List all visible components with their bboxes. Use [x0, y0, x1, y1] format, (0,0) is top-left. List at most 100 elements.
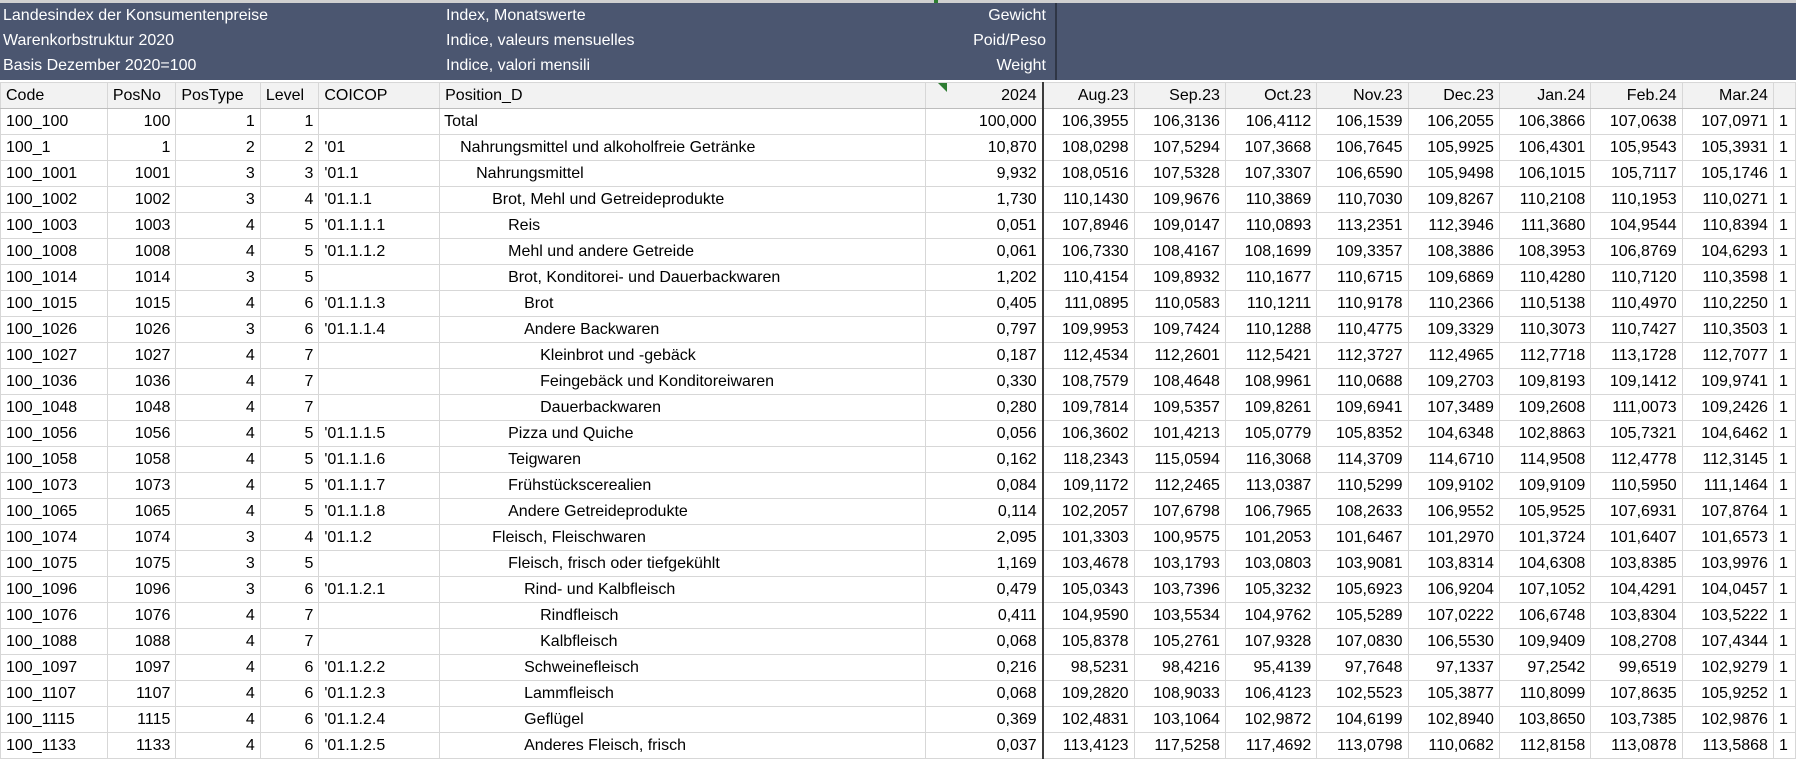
cell-postype[interactable]: 4: [175, 706, 261, 733]
cell-index-value[interactable]: 104,6348: [1407, 420, 1500, 447]
cell-posno[interactable]: 1002: [106, 186, 177, 213]
cell-index-value[interactable]: 108,3953: [1498, 238, 1592, 265]
cell-index-value[interactable]: 111,0895: [1042, 290, 1135, 317]
cell-index-value[interactable]: 108,9033: [1133, 680, 1226, 707]
cell-index-value[interactable]: 113,0387: [1224, 472, 1318, 499]
cell-postype[interactable]: 4: [175, 472, 261, 499]
cell-weight[interactable]: 0,061: [925, 238, 1044, 265]
cell-code[interactable]: 100_1074: [0, 524, 108, 551]
cell-index-value[interactable]: 110,4154: [1042, 264, 1135, 291]
cell-weight[interactable]: 0,280: [925, 394, 1044, 421]
cell-level[interactable]: 7: [259, 394, 320, 421]
cell-index-value[interactable]: 110,4280: [1498, 264, 1592, 291]
cell-posno[interactable]: 1003: [106, 212, 177, 239]
cell-position[interactable]: Rind- und Kalbfleisch: [439, 576, 927, 603]
cell-index-value[interactable]: 109,3329: [1407, 316, 1500, 343]
cell-index-value[interactable]: 106,1539: [1316, 108, 1409, 135]
cell-coicop[interactable]: '01.1.2.3: [318, 680, 441, 707]
cell-coicop[interactable]: '01.1.2.5: [318, 732, 441, 759]
cell-position[interactable]: Kalbfleisch: [439, 628, 927, 655]
cell-position[interactable]: Lammfleisch: [439, 680, 927, 707]
cell-coicop[interactable]: '01.1.1.3: [318, 290, 441, 317]
cell-postype[interactable]: 4: [175, 420, 261, 447]
cell-position[interactable]: Brot: [439, 290, 927, 317]
cell-level[interactable]: 5: [259, 238, 320, 265]
cell-index-value[interactable]: 102,5523: [1316, 680, 1409, 707]
cell-position[interactable]: Total: [439, 108, 927, 135]
weight-label-de[interactable]: Gewicht: [988, 7, 1046, 24]
cell-index-value[interactable]: 113,4123: [1042, 732, 1135, 759]
cell-position[interactable]: Reis: [439, 212, 927, 239]
cell-overflow[interactable]: 1: [1772, 732, 1796, 759]
cell-index-value[interactable]: 110,6715: [1316, 264, 1409, 291]
cell-code[interactable]: 100_1027: [0, 342, 108, 369]
weight-label-fr[interactable]: Poid/Peso: [973, 32, 1046, 49]
cell-index-value[interactable]: 109,2426: [1681, 394, 1774, 421]
cell-index-value[interactable]: 102,4831: [1042, 706, 1135, 733]
cell-code[interactable]: 100_1096: [0, 576, 108, 603]
cell-weight[interactable]: 0,068: [925, 680, 1044, 707]
cell-coicop[interactable]: '01.1.1.1: [318, 212, 441, 239]
cell-level[interactable]: 6: [259, 680, 320, 707]
cell-postype[interactable]: 4: [175, 628, 261, 655]
cell-index-value[interactable]: 107,3668: [1224, 134, 1318, 161]
header-coicop[interactable]: COICOP: [318, 82, 441, 109]
cell-overflow[interactable]: 1: [1772, 134, 1796, 161]
cell-index-value[interactable]: 114,6710: [1407, 446, 1500, 473]
header-posno[interactable]: PosNo: [106, 82, 177, 109]
cell-index-value[interactable]: 110,7030: [1316, 186, 1409, 213]
cell-index-value[interactable]: 112,3946: [1407, 212, 1500, 239]
index-label-de[interactable]: Index, Monatswerte: [446, 7, 586, 24]
cell-weight[interactable]: 0,051: [925, 212, 1044, 239]
cell-coicop[interactable]: '01.1.1.8: [318, 498, 441, 525]
cell-index-value[interactable]: 110,3073: [1498, 316, 1592, 343]
cell-index-value[interactable]: 95,4139: [1224, 654, 1318, 681]
cell-index-value[interactable]: 108,4167: [1133, 238, 1226, 265]
cell-index-value[interactable]: 104,6199: [1316, 706, 1409, 733]
cell-position[interactable]: Feingebäck und Konditoreiwaren: [439, 368, 927, 395]
title-line-3[interactable]: Basis Dezember 2020=100: [3, 57, 197, 74]
cell-posno[interactable]: 1058: [106, 446, 177, 473]
cell-overflow[interactable]: 1: [1772, 212, 1796, 239]
cell-posno[interactable]: 1073: [106, 472, 177, 499]
cell-posno[interactable]: 1027: [106, 342, 177, 369]
cell-postype[interactable]: 3: [175, 160, 261, 187]
cell-code[interactable]: 100_1075: [0, 550, 108, 577]
cell-weight[interactable]: 0,068: [925, 628, 1044, 655]
cell-index-value[interactable]: 107,1052: [1498, 576, 1592, 603]
cell-postype[interactable]: 4: [175, 446, 261, 473]
cell-postype[interactable]: 4: [175, 368, 261, 395]
cell-level[interactable]: 4: [259, 524, 320, 551]
cell-index-value[interactable]: 110,5950: [1590, 472, 1683, 499]
cell-overflow[interactable]: 1: [1772, 446, 1796, 473]
cell-index-value[interactable]: 113,5868: [1681, 732, 1774, 759]
cell-level[interactable]: 5: [259, 472, 320, 499]
cell-index-value[interactable]: 109,2703: [1407, 368, 1500, 395]
cell-index-value[interactable]: 97,2542: [1498, 654, 1592, 681]
cell-postype[interactable]: 4: [175, 394, 261, 421]
cell-index-value[interactable]: 114,9508: [1498, 446, 1592, 473]
cell-index-value[interactable]: 112,8158: [1498, 732, 1592, 759]
cell-index-value[interactable]: 104,6308: [1498, 550, 1592, 577]
cell-coicop[interactable]: '01.1.1.2: [318, 238, 441, 265]
cell-index-value[interactable]: 103,8650: [1498, 706, 1592, 733]
cell-index-value[interactable]: 101,3303: [1042, 524, 1135, 551]
cell-index-value[interactable]: 110,3503: [1681, 316, 1774, 343]
cell-postype[interactable]: 2: [175, 134, 261, 161]
cell-index-value[interactable]: 105,8352: [1316, 420, 1409, 447]
cell-overflow[interactable]: 1: [1772, 342, 1796, 369]
cell-overflow[interactable]: 1: [1772, 498, 1796, 525]
cell-posno[interactable]: 1015: [106, 290, 177, 317]
cell-index-value[interactable]: 108,2633: [1316, 498, 1409, 525]
header-level[interactable]: Level: [259, 82, 320, 109]
cell-position[interactable]: Kleinbrot und -gebäck: [439, 342, 927, 369]
cell-coicop[interactable]: [318, 342, 441, 369]
cell-weight[interactable]: 0,479: [925, 576, 1044, 603]
cell-index-value[interactable]: 112,3727: [1316, 342, 1409, 369]
cell-postype[interactable]: 4: [175, 498, 261, 525]
cell-index-value[interactable]: 106,2055: [1407, 108, 1500, 135]
cell-index-value[interactable]: 106,3866: [1498, 108, 1592, 135]
cell-index-value[interactable]: 107,8764: [1681, 498, 1774, 525]
cell-index-value[interactable]: 106,5530: [1407, 628, 1500, 655]
cell-index-value[interactable]: 110,3598: [1681, 264, 1774, 291]
